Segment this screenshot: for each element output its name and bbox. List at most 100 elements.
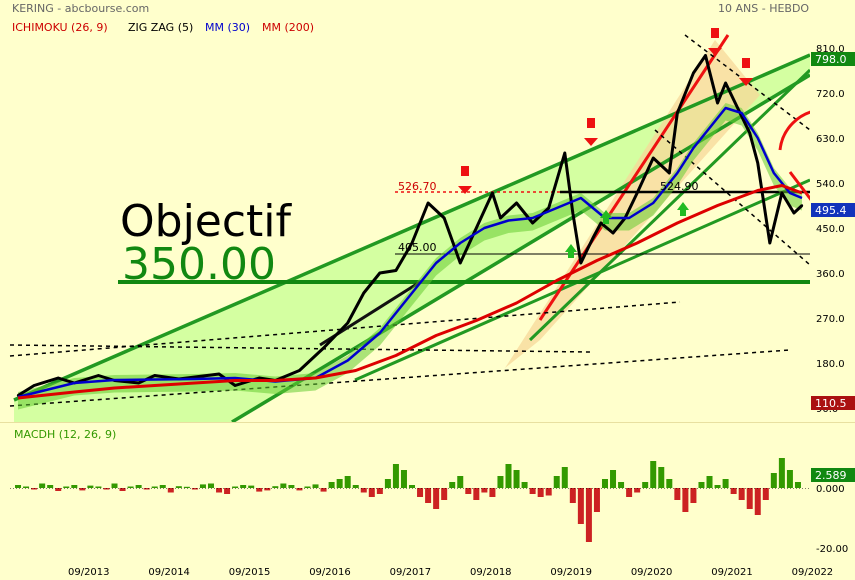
- macd-bar: [304, 486, 311, 488]
- down-arrow-icon: [584, 118, 598, 146]
- macd-bar: [39, 483, 46, 488]
- max-price-badge: [811, 52, 855, 66]
- macd-bar: [224, 488, 231, 494]
- price-point: [499, 216, 502, 220]
- macd-bar: [47, 485, 54, 488]
- macd-bar: [320, 488, 327, 492]
- level-524-label: 524.90: [660, 180, 699, 193]
- ma30-line: [17, 106, 803, 399]
- price-point: [217, 372, 221, 376]
- price-series-group: [16, 54, 804, 410]
- macd-bar: [577, 488, 584, 524]
- price-tick-label: 360.0: [816, 269, 845, 280]
- macd-bar: [489, 488, 496, 497]
- price-point: [563, 151, 566, 155]
- macd-bar: [433, 488, 440, 509]
- macd-bar: [63, 486, 70, 488]
- macd-tick-label: 0.000: [816, 484, 845, 495]
- macd-bar: [159, 485, 166, 488]
- macd-bar: [449, 482, 456, 488]
- price-point: [193, 375, 197, 379]
- price-tick-label: 630.0: [816, 134, 845, 145]
- price-point: [579, 261, 583, 265]
- price-point: [756, 161, 759, 165]
- macd-bar: [642, 482, 649, 488]
- chart-symbol: KERING - abcbourse.com: [12, 2, 149, 15]
- macd-bar: [199, 484, 206, 488]
- macd-bar: [175, 486, 182, 488]
- macd-bar: [706, 476, 713, 488]
- price-point: [97, 374, 100, 377]
- price-point: [322, 346, 325, 350]
- macd-bar: [730, 488, 737, 494]
- macd-bar: [79, 488, 86, 491]
- time-tick-label: 09/2014: [148, 567, 190, 578]
- macd-bar: [248, 485, 255, 488]
- macd-bar: [674, 488, 681, 500]
- macd-bar: [111, 483, 118, 488]
- max-price-text: 798.0: [815, 53, 847, 66]
- macd-bar: [256, 488, 263, 492]
- macd-bar: [417, 488, 424, 497]
- macd-bar: [135, 485, 142, 488]
- macd-bar: [585, 488, 592, 542]
- objectif-label: Objectif: [120, 196, 293, 247]
- macd-bar: [376, 488, 383, 494]
- macd-bar: [400, 470, 407, 488]
- macd-bar: [280, 483, 287, 488]
- macd-bar: [240, 485, 247, 488]
- macd-bar: [754, 488, 761, 515]
- price-point: [153, 374, 156, 377]
- macd-bar: [127, 486, 134, 488]
- price-point: [346, 321, 349, 325]
- macd-last-text: 2.589: [815, 469, 847, 482]
- macd-bar: [465, 488, 472, 494]
- legend-ichimoku: ICHIMOKU (26, 9): [12, 21, 108, 34]
- price-point: [635, 191, 639, 195]
- price-point: [378, 271, 382, 275]
- macd-bar: [746, 488, 753, 509]
- macd-bar: [601, 479, 608, 488]
- macd-bar: [296, 488, 303, 491]
- macd-bar: [368, 488, 375, 497]
- macd-bar: [384, 479, 391, 488]
- time-tick-label: 09/2016: [309, 567, 351, 578]
- macd-bar: [634, 488, 641, 493]
- red-arc-mark: [778, 110, 810, 151]
- legend-ma30: MM (30): [205, 21, 250, 34]
- ma200-line: [17, 184, 803, 400]
- macd-bar: [666, 479, 673, 488]
- price-tick-label: 180.0: [816, 359, 845, 370]
- macd-bar: [658, 467, 665, 488]
- price-point: [258, 376, 261, 380]
- min-price-text: 110.5: [815, 397, 847, 410]
- up-arrow-icon: [565, 244, 577, 258]
- dotted-down-2: [654, 129, 810, 266]
- price-point: [800, 204, 804, 207]
- down-arrow-icon: [458, 166, 472, 194]
- macd-bar: [344, 476, 351, 488]
- macd-bar: [71, 485, 78, 488]
- time-tick-label: 09/2019: [550, 567, 592, 578]
- time-tick-label: 09/2022: [792, 567, 834, 578]
- price-point: [780, 191, 784, 195]
- macd-bar: [770, 473, 777, 488]
- chart-period: 10 ANS - HEBDO: [718, 2, 809, 15]
- macd-bar: [95, 486, 102, 488]
- macd-bar: [336, 479, 343, 488]
- macd-bar: [529, 488, 536, 494]
- macd-bar: [513, 470, 520, 488]
- price-point: [736, 106, 739, 110]
- macd-bar: [473, 488, 480, 500]
- macd-bar: [618, 482, 625, 488]
- dotted-trend-3: [9, 349, 791, 407]
- macd-bar: [87, 485, 94, 488]
- macd-bar: [207, 483, 214, 488]
- price-point: [611, 231, 615, 235]
- price-point: [57, 376, 60, 380]
- price-tick-label: 540.0: [816, 179, 845, 190]
- macd-bar: [441, 488, 448, 500]
- level-405-label: 405.00: [398, 241, 437, 254]
- up-arrow-icon: [677, 202, 689, 216]
- price-point: [571, 211, 575, 215]
